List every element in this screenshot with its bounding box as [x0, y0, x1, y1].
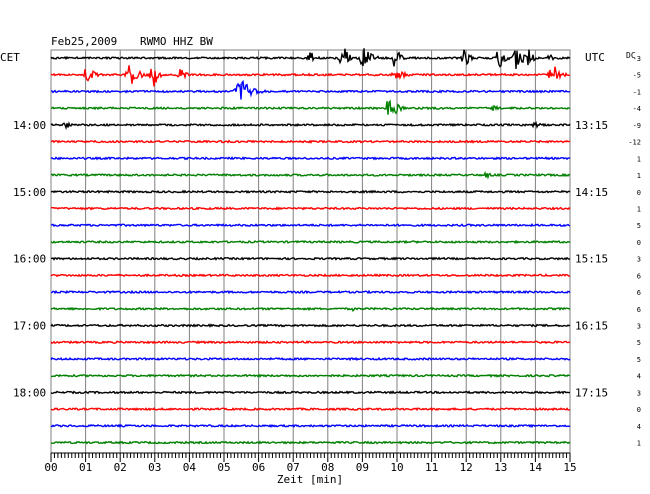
dc-offset-header: DC: [626, 51, 636, 60]
dc-offset-label: 4: [637, 423, 641, 431]
trace-row: [50, 189, 571, 194]
trace-row: [50, 79, 571, 100]
trace-row: [50, 222, 571, 228]
x-tick-label: 14: [529, 461, 543, 474]
trace-row: [50, 65, 571, 87]
dc-offset-label: 1: [637, 440, 641, 448]
trace-row: [50, 120, 571, 131]
left-hour-label: 17:00: [13, 320, 46, 333]
dc-offset-label: 6: [637, 306, 641, 314]
trace-row: [50, 239, 571, 245]
trace-row: [50, 340, 571, 345]
plot-grid: [50, 49, 571, 462]
dc-offset-label: 3: [637, 256, 641, 264]
x-tick-label: 05: [217, 461, 230, 474]
right-hour-label: 17:15: [575, 386, 608, 399]
x-tick-label: 08: [321, 461, 334, 474]
x-tick-label: 13: [494, 461, 507, 474]
dc-offset-label: 1: [637, 205, 641, 213]
date-label: Feb25,2009: [51, 35, 117, 48]
left-hour-label: 18:00: [13, 386, 46, 399]
x-tick-label: 03: [148, 461, 161, 474]
x-tick-label: 10: [390, 461, 403, 474]
trace-row: [50, 423, 571, 429]
x-tick-label: 11: [425, 461, 438, 474]
trace-row: [50, 306, 571, 313]
dc-offset-label: -5: [633, 72, 641, 80]
left-timezone-label: CET: [0, 51, 20, 64]
x-tick-label: 15: [563, 461, 576, 474]
seismic-traces: [50, 48, 571, 445]
trace-row: [50, 139, 571, 144]
right-hour-label: 15:15: [575, 253, 608, 266]
x-tick-label: 02: [114, 461, 127, 474]
dc-offset-label: -3: [633, 55, 641, 63]
x-tick-label: 12: [460, 461, 473, 474]
dc-offset-label: 4: [637, 373, 641, 381]
trace-row: [50, 289, 571, 295]
dc-offset-label: 0: [637, 239, 641, 247]
dc-offset-label: 3: [637, 323, 641, 331]
dc-offset-label: 5: [637, 222, 641, 230]
dc-offset-label: 5: [637, 356, 641, 364]
left-hour-label: 15:00: [13, 186, 46, 199]
trace-row: [50, 206, 571, 211]
trace-row: [50, 156, 571, 161]
trace-row: [50, 170, 571, 180]
right-hour-label: 16:15: [575, 320, 608, 333]
dc-offset-label: 3: [637, 389, 641, 397]
x-tick-label: 00: [44, 461, 57, 474]
trace-row: [50, 99, 571, 115]
dc-offset-label: 0: [637, 406, 641, 414]
x-axis-title: Zeit [min]: [277, 473, 343, 486]
x-tick-label: 09: [356, 461, 369, 474]
dc-offset-label: 1: [637, 155, 641, 163]
axis-labels: 00 01 02 03 04 05 06 07 08 09 10 11 12 13 14 1514:0015:…: [13, 55, 641, 474]
x-tick-label: 01: [79, 461, 92, 474]
dc-offset-label: 0: [637, 189, 641, 197]
trace-row: [50, 373, 571, 378]
trace-row: [50, 48, 571, 69]
trace-row: [50, 390, 571, 395]
x-tick-label: 04: [183, 461, 197, 474]
right-hour-label: 14:15: [575, 186, 608, 199]
right-hour-label: 13:15: [575, 119, 608, 132]
trace-row: [50, 256, 571, 261]
x-tick-label: 07: [287, 461, 300, 474]
dc-offset-label: 6: [637, 289, 641, 297]
dc-offset-label: -12: [628, 139, 641, 147]
trace-row: [50, 356, 571, 362]
dc-offset-label: -9: [633, 122, 641, 130]
left-hour-label: 16:00: [13, 253, 46, 266]
left-hour-label: 14:00: [13, 119, 46, 132]
trace-row: [50, 406, 571, 412]
dc-offset-label: -4: [633, 105, 641, 113]
trace-row: [50, 323, 571, 328]
dc-offset-label: 5: [637, 339, 641, 347]
x-tick-label: 06: [252, 461, 265, 474]
trace-row: [50, 273, 571, 278]
right-timezone-label: UTC: [585, 51, 605, 64]
trace-row: [50, 440, 571, 445]
station-label: RWMO HHZ BW: [140, 35, 213, 48]
dc-offset-label: 1: [637, 172, 641, 180]
dc-offset-label: -1: [633, 88, 641, 96]
dc-offset-label: 6: [637, 272, 641, 280]
